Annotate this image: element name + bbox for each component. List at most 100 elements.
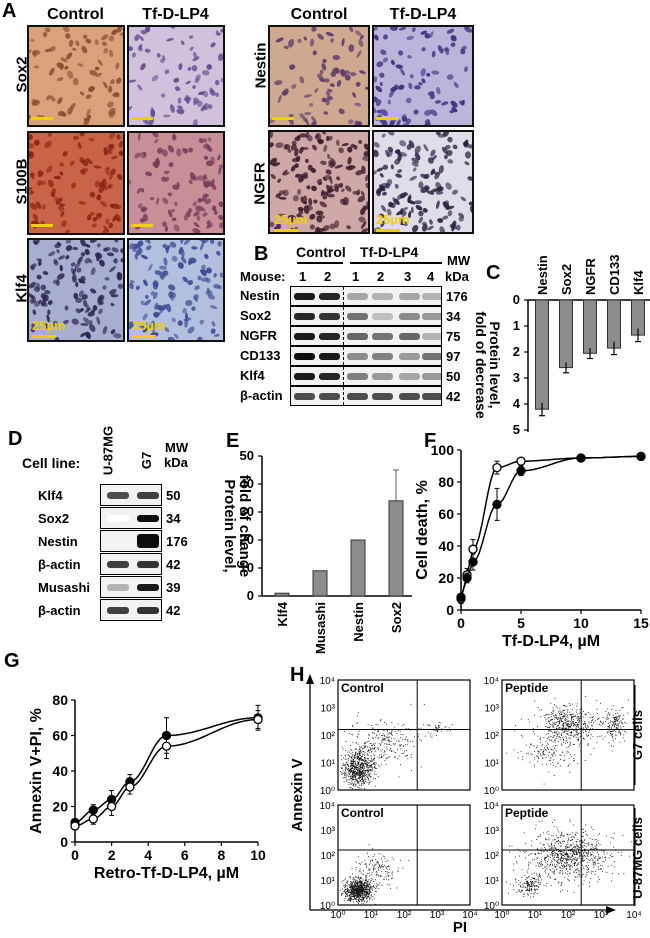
event-dot [525, 886, 527, 888]
event-dot [556, 736, 558, 737]
y-tick-label: 50 [240, 450, 254, 463]
event-dot [573, 725, 575, 727]
event-dot [362, 888, 364, 890]
event-dot [581, 727, 583, 729]
event-dot [533, 733, 535, 735]
event-dot [359, 772, 361, 774]
wb-band [319, 293, 340, 300]
event-dot [358, 888, 359, 890]
event-dot [347, 891, 348, 892]
event-dot [368, 844, 370, 846]
event-dot [359, 890, 361, 892]
event-dot [558, 831, 560, 833]
event-dot [555, 716, 557, 718]
event-dot [350, 749, 352, 750]
x-axis-label: Tf-D-LP4, µM [502, 633, 600, 650]
event-dot [361, 756, 363, 757]
event-dot [353, 778, 354, 780]
event-dot [404, 750, 405, 752]
event-dot [574, 754, 576, 756]
event-dot [596, 844, 598, 846]
event-dot [355, 776, 357, 777]
event-dot [362, 888, 363, 890]
cell-line-u87mg: U-87MG [100, 425, 116, 476]
event-dot [589, 730, 591, 732]
x-tick-label: 10 [250, 847, 266, 863]
event-dot [573, 858, 575, 859]
event-dot [530, 889, 532, 891]
event-dot [567, 724, 569, 726]
event-dot [567, 717, 569, 719]
event-dot [549, 869, 551, 870]
event-dot [351, 774, 353, 776]
event-dot [572, 718, 574, 720]
event-dot [360, 884, 362, 886]
event-dot [600, 864, 602, 866]
event-dot [554, 842, 556, 844]
event-dot [612, 856, 614, 857]
event-dot [359, 751, 361, 752]
event-dot [355, 751, 357, 753]
event-dot [350, 752, 352, 754]
event-dot [373, 870, 375, 872]
event-dot [571, 714, 573, 716]
event-dot [360, 747, 362, 749]
event-dot [548, 729, 550, 731]
event-dot [562, 722, 564, 724]
event-dot [582, 857, 584, 859]
event-dot [349, 894, 351, 895]
event-dot [620, 725, 622, 727]
event-dot [360, 880, 362, 882]
event-dot [551, 736, 553, 738]
event-dot [568, 711, 570, 713]
event-dot [569, 763, 571, 765]
event-dot [352, 881, 354, 883]
event-dot [542, 751, 544, 753]
event-dot [578, 846, 579, 848]
event-dot [542, 844, 544, 846]
event-dot [354, 748, 356, 750]
event-dot [397, 867, 399, 869]
event-dot [356, 899, 358, 900]
event-dot [357, 743, 359, 745]
event-dot [593, 866, 595, 868]
event-dot [583, 842, 585, 844]
event-dot [546, 865, 548, 867]
event-dot [558, 718, 560, 720]
event-dot [550, 848, 552, 850]
event-dot [369, 750, 371, 751]
event-dot [596, 848, 598, 850]
event-dot [371, 889, 373, 891]
event-dot [366, 766, 367, 767]
event-dot [355, 881, 356, 883]
event-dot [387, 883, 389, 885]
event-dot [581, 835, 583, 837]
event-dot [607, 728, 609, 730]
event-dot [561, 727, 563, 729]
event-dot [359, 893, 360, 895]
event-dot [350, 886, 352, 888]
event-dot [541, 748, 543, 750]
event-dot [376, 883, 378, 885]
event-dot [554, 854, 556, 856]
event-dot [347, 895, 349, 897]
event-dot [556, 730, 558, 732]
event-dot [566, 705, 568, 707]
event-dot [368, 767, 369, 769]
event-dot [592, 735, 594, 737]
event-dot [540, 736, 542, 738]
event-dot [556, 869, 558, 870]
event-dot [577, 867, 579, 869]
event-dot [349, 894, 351, 896]
event-dot [363, 885, 365, 887]
event-dot [388, 736, 389, 738]
wb-row-label: CD133 [240, 348, 281, 363]
event-dot [580, 712, 582, 713]
event-dot [360, 887, 362, 889]
event-dot [362, 770, 363, 772]
x-axis-label: Retro-Tf-D-LP4, µM [94, 865, 239, 882]
panel-label-c: C [486, 262, 501, 284]
event-dot [554, 859, 556, 861]
wb-row-label: β-actin [38, 557, 81, 572]
